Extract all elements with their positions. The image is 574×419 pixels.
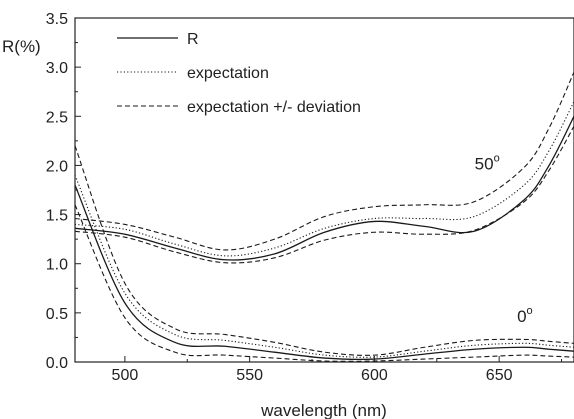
y-tick-label: 1.5 (46, 208, 68, 225)
x-tick-label: 500 (112, 367, 139, 384)
angle-annotation: 50o (475, 152, 500, 173)
x-axis-label: wavelength (nm) (260, 401, 387, 419)
series-line (75, 145, 574, 356)
series-line (75, 175, 574, 358)
series-line (75, 71, 574, 251)
annotations: 50o 0o (475, 152, 533, 325)
y-tick-label: 3.5 (46, 11, 68, 28)
y-tick-label: 0.0 (46, 355, 68, 372)
y-tick-label: 1.0 (46, 257, 68, 274)
legend-label: expectation +/- deviation (187, 99, 361, 116)
plot-lines (75, 71, 574, 362)
series-line (75, 115, 574, 261)
x-tick-label: 550 (236, 367, 263, 384)
y-tick-label: 0.5 (46, 306, 68, 323)
series-line (75, 184, 574, 360)
y-tick-label: 2.5 (46, 109, 68, 126)
series-line (75, 125, 574, 264)
x-tick-label: 650 (486, 367, 513, 384)
axis-ticks: 500 550 600 650 0.0 0.5 1.0 1.5 2.0 2.5 3.0 3.5 (46, 11, 563, 384)
y-axis-label: R(%) (2, 37, 41, 56)
x-tick-label: 600 (361, 367, 388, 384)
y-tick-label: 2.0 (46, 158, 68, 175)
series-line (75, 204, 574, 362)
plot-frame (74, 17, 574, 363)
y-tick-label: 3.0 (46, 60, 68, 77)
angle-annotation: 0o (517, 305, 533, 326)
legend-label: expectation (187, 65, 269, 82)
legend-label: R (187, 31, 199, 48)
